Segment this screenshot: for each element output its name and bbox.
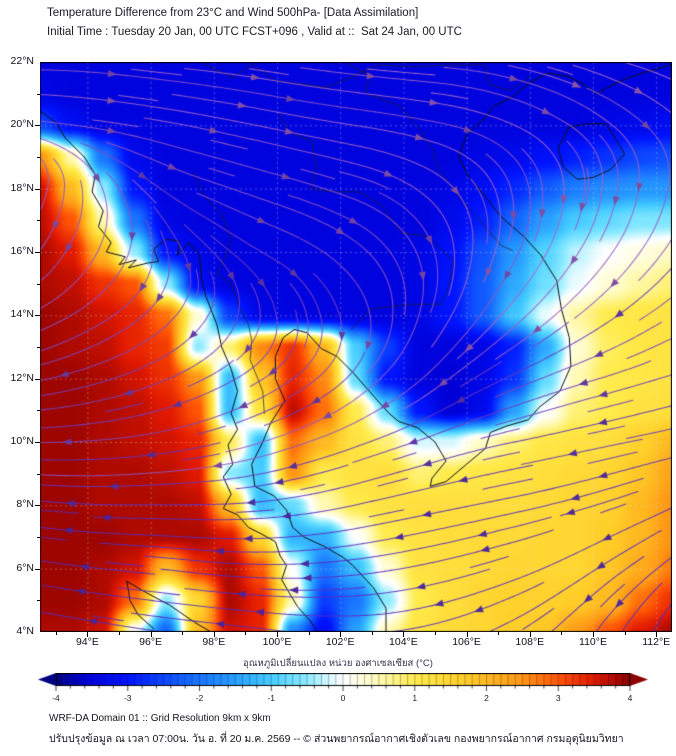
x-axis-label: 112°E [642,636,671,648]
colorbar-tick-label: 1 [412,693,418,703]
y-axis-tick [37,93,40,95]
footer-domain-info: WRF-DA Domain 01 :: Grid Resolution 9km … [49,713,271,724]
y-axis-label: 18°N [10,181,34,194]
colorbar-tick-label: 3 [555,693,561,703]
y-axis-label: 4°N [16,625,34,637]
colorbar-tick-label: 4 [627,693,633,703]
x-axis-tick [340,632,342,637]
y-axis-tick [35,125,40,127]
x-axis-tick [403,632,405,637]
colorbar-label: อุณหภูมิเปลี่ยนแปลง หน่วย องศาเซลเซียส (… [243,658,433,669]
x-axis-tick [466,632,468,637]
y-axis-tick [37,283,40,285]
x-axis-tick [87,632,89,637]
x-axis-label: 108°E [515,636,545,648]
y-axis-label: 8°N [16,498,34,511]
x-axis-label: 102°E [325,636,355,648]
chart-title: Temperature Difference from 23°C and Win… [47,7,419,19]
y-axis-tick [35,188,40,190]
colorbar-tick-label: -1 [267,693,276,703]
chart-subtitle: Initial Time : Tuesday 20 Jan, 00 UTC FC… [47,26,462,38]
y-axis-tick [37,410,40,412]
map-plot-canvas [40,62,672,632]
y-axis-label: 12°N [10,371,34,384]
x-axis-tick [119,632,120,635]
y-axis-tick [35,378,40,380]
colorbar-tick-label: -4 [52,693,60,703]
y-axis-label: 6°N [16,561,34,574]
colorbar-canvas [38,673,648,693]
y-axis-label: 10°N [10,435,34,447]
x-axis-tick [308,632,310,635]
colorbar-tick-label: 2 [484,693,489,703]
y-axis-tick [37,220,40,222]
y-axis-label: 20°N [10,118,34,131]
x-axis-label: 110°E [579,636,607,648]
y-axis-tick [35,505,40,507]
y-axis-label: 16°N [10,245,34,257]
x-axis-tick [150,632,152,637]
x-axis-tick [435,632,436,635]
y-axis-tick [37,157,40,158]
footer-attribution: ปรับปรุงข้อมูล ณ เวลา 07:00น. วัน อ. ที่… [49,733,624,745]
y-axis-tick [35,315,40,317]
x-axis-label: 104°E [389,636,418,648]
y-axis-tick [35,442,40,443]
x-axis-tick [656,632,658,637]
colorbar-tick-label: -2 [195,693,204,703]
x-axis-label: 94°E [75,636,99,648]
x-axis-tick [182,632,184,635]
x-axis-label: 96°E [139,636,163,648]
y-axis-tick [35,252,40,253]
y-axis-label: 22°N [10,55,34,67]
x-axis-tick [55,632,57,635]
x-axis-tick [561,632,563,635]
y-axis-tick [37,537,40,538]
y-axis-tick [37,473,40,475]
colorbar-tick-label: -3 [123,693,132,703]
x-axis-tick [593,632,594,637]
x-axis-tick [277,632,278,637]
x-axis-tick [498,632,500,635]
x-axis-label: 100°E [262,636,292,648]
y-axis-tick [37,347,40,348]
y-axis-label: 14°N [10,308,34,321]
x-axis-tick [624,632,626,635]
y-axis-tick [37,600,40,602]
x-axis-tick [213,632,215,637]
y-axis-tick [35,568,40,570]
colorbar-tick-label: 0 [340,693,346,703]
x-axis-label: 98°E [202,636,226,648]
x-axis-label: 106°E [452,636,481,648]
x-axis-tick [371,632,373,635]
x-axis-tick [529,632,531,637]
x-axis-tick [245,632,247,635]
